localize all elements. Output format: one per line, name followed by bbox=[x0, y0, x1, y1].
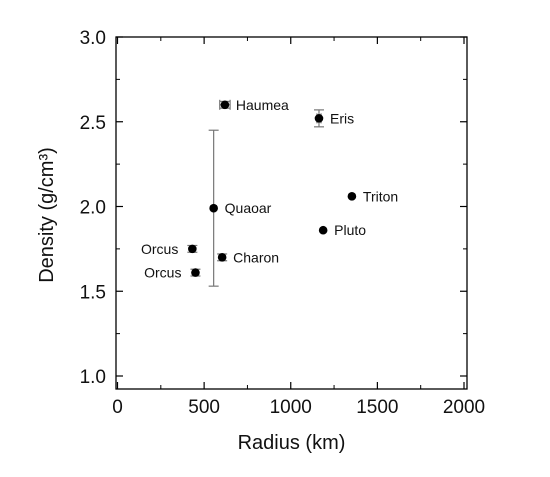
point-label: Orcus bbox=[141, 241, 178, 257]
x-axis-label: Radius (km) bbox=[238, 432, 346, 454]
data-point bbox=[217, 253, 227, 262]
data-point bbox=[188, 244, 197, 254]
data-point bbox=[347, 192, 357, 201]
y-tick-label: 2.5 bbox=[80, 113, 106, 134]
y-tick-label: 2.0 bbox=[80, 198, 106, 219]
data-point bbox=[318, 225, 328, 235]
y-tick-label: 3.0 bbox=[80, 28, 106, 49]
data-point bbox=[209, 203, 218, 213]
data-point bbox=[191, 268, 200, 277]
data-point bbox=[314, 114, 324, 123]
x-tick-label: 1000 bbox=[270, 397, 312, 418]
point-label: Triton bbox=[363, 188, 398, 204]
y-axis-label: Density (g/cm³) bbox=[36, 147, 58, 283]
data-point bbox=[220, 100, 230, 110]
y-tick-label: 1.5 bbox=[80, 282, 106, 303]
x-tick-label: 500 bbox=[188, 397, 220, 418]
point-label: Charon bbox=[233, 249, 279, 265]
point-label: Haumea bbox=[236, 97, 289, 113]
point-label: Eris bbox=[330, 110, 354, 126]
x-tick-label: 2000 bbox=[443, 397, 485, 418]
point-labels: Haumea Eris Triton Quaoar Pluto Orcus Charon Or… bbox=[141, 97, 398, 281]
x-tick-label: 1500 bbox=[356, 397, 398, 418]
point-label: Pluto bbox=[334, 222, 366, 238]
axis-ticks: 0 500 1000 1500 2000 1.0 1.5 2.0 2.5 3.0 bbox=[80, 28, 486, 418]
data-points bbox=[188, 100, 357, 277]
x-tick-label: 0 bbox=[112, 397, 123, 418]
plot-frame bbox=[115, 36, 468, 390]
point-label: Orcus bbox=[144, 265, 181, 281]
y-tick-label: 1.0 bbox=[80, 367, 106, 388]
point-label: Quaoar bbox=[225, 200, 272, 216]
